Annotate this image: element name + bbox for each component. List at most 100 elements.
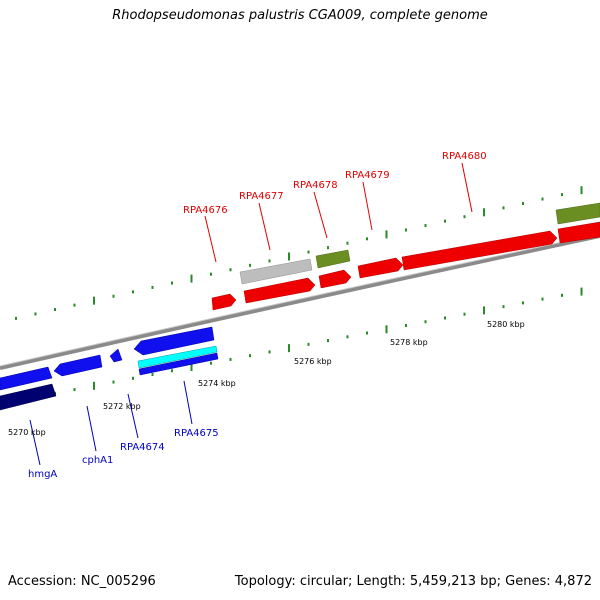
tick-mark xyxy=(15,316,17,320)
scale-label: 5274 kbp xyxy=(198,379,236,388)
scale-label: 5278 kbp xyxy=(390,338,428,347)
genome-backbone xyxy=(0,234,600,370)
tick-mark xyxy=(463,312,466,316)
tick-mark xyxy=(502,206,505,210)
gene-arrow-next[interactable] xyxy=(557,221,600,244)
tick-mark xyxy=(229,268,232,272)
gene-arrow-next-upper[interactable] xyxy=(555,202,600,225)
tick-marks xyxy=(15,186,583,403)
tick-mark xyxy=(249,263,251,267)
tick-mark xyxy=(483,208,485,217)
gene-arrow-RPA4678-upper[interactable] xyxy=(315,249,351,269)
tick-mark xyxy=(210,272,212,276)
leader-line-RPA4679 xyxy=(362,181,373,231)
gene-arrow-hmgA[interactable] xyxy=(0,366,53,391)
tick-mark xyxy=(444,219,446,223)
tick-mark xyxy=(502,305,505,309)
tick-mark xyxy=(307,342,310,346)
tick-mark xyxy=(561,293,563,297)
gene-label-RPA4680[interactable]: RPA4680 xyxy=(442,151,487,162)
gene-arrow-RPA4676[interactable] xyxy=(211,293,237,311)
gene-label-RPA4674[interactable]: RPA4674 xyxy=(120,442,165,453)
gene-label-cphA1[interactable]: cphA1 xyxy=(82,455,113,466)
scale-label: 5270 kbp xyxy=(8,428,46,437)
tick-mark xyxy=(171,281,173,285)
leader-lines xyxy=(29,162,473,466)
tick-mark xyxy=(132,376,134,380)
leader-line-RPA4675 xyxy=(183,380,193,425)
gene-label-hmgA[interactable]: hmgA xyxy=(28,469,57,480)
tick-mark xyxy=(444,316,446,320)
tick-mark xyxy=(463,215,466,219)
tick-mark xyxy=(385,325,388,334)
tick-mark xyxy=(268,350,271,354)
scale-labels: 5270 kbp 5272 kbp 5274 kbp 5276 kbp 5278 kbp… xyxy=(8,320,525,437)
genome-backbone-highlight xyxy=(0,233,600,367)
tick-mark xyxy=(346,241,349,245)
gene-label-RPA4679[interactable]: RPA4679 xyxy=(345,170,390,181)
tick-mark xyxy=(561,193,563,197)
gene-arrow-RPA4674[interactable] xyxy=(109,348,123,363)
tick-mark xyxy=(522,201,524,205)
scale-label: 5272 kbp xyxy=(103,402,141,411)
leader-line-RPA4680 xyxy=(461,162,473,213)
leader-line-RPA4678 xyxy=(313,191,328,239)
tick-mark xyxy=(190,274,193,283)
gene-arrow-RPA4679[interactable] xyxy=(357,257,404,279)
gene-arrow-RPA4675[interactable] xyxy=(133,326,215,356)
gene-label-RPA4678[interactable]: RPA4678 xyxy=(293,180,338,191)
gene-arrow-cphA1[interactable] xyxy=(53,354,103,377)
scale-label: 5276 kbp xyxy=(294,357,332,366)
tick-mark xyxy=(190,362,193,371)
gene-arrow-RPA4678[interactable] xyxy=(318,269,352,289)
tick-mark xyxy=(366,331,368,335)
tick-mark xyxy=(385,230,388,239)
tick-mark xyxy=(54,308,56,312)
gene-arrow-RPA4677[interactable] xyxy=(243,277,316,304)
tick-mark xyxy=(366,237,368,241)
tick-mark xyxy=(522,301,524,305)
gene-label-RPA4675[interactable]: RPA4675 xyxy=(174,428,219,439)
tick-mark xyxy=(346,335,349,339)
tick-mark xyxy=(73,303,76,307)
tick-mark xyxy=(307,250,310,254)
tick-mark xyxy=(112,380,115,384)
tick-mark xyxy=(112,294,115,298)
gene-arrow-RPA4675-lower[interactable] xyxy=(138,352,219,376)
tick-mark xyxy=(268,259,271,263)
tick-mark xyxy=(405,228,407,232)
tick-mark xyxy=(580,287,583,296)
leader-line-cphA1 xyxy=(86,405,97,452)
tick-mark xyxy=(229,357,232,361)
tick-mark xyxy=(151,285,154,289)
tick-mark xyxy=(541,197,544,201)
map-title: Rhodopseudomonas palustris CGA009, compl… xyxy=(112,8,488,23)
tick-mark xyxy=(171,369,173,373)
tick-mark xyxy=(34,312,37,316)
genome-summary-text: Topology: circular; Length: 5,459,213 bp… xyxy=(234,574,592,589)
tick-mark xyxy=(249,354,251,358)
tick-mark xyxy=(424,224,427,228)
tick-mark xyxy=(210,361,212,365)
tick-mark xyxy=(93,381,95,390)
tick-mark xyxy=(151,373,154,377)
tick-mark xyxy=(580,186,583,195)
gene-arrow-RPA4677-upper[interactable] xyxy=(239,258,313,285)
gene-arrow-RPA4680[interactable] xyxy=(401,230,558,271)
tick-mark xyxy=(483,306,485,315)
gene-arrow-hmgA-lower[interactable] xyxy=(0,383,57,411)
gene-arrow-RPA4675-cyan[interactable] xyxy=(137,345,218,369)
tick-mark xyxy=(132,290,134,294)
accession-text: Accession: NC_005296 xyxy=(8,574,156,589)
scale-label: 5280 kbp xyxy=(487,320,525,329)
leader-line-RPA4674 xyxy=(127,393,139,439)
gene-labels: RPA4676 RPA4677 RPA4678 RPA4679 RPA4680 hmgA c… xyxy=(28,151,487,480)
tick-mark xyxy=(288,344,290,353)
tick-mark xyxy=(73,388,76,392)
gene-label-RPA4676[interactable]: RPA4676 xyxy=(183,205,228,216)
leader-line-RPA4677 xyxy=(258,202,271,251)
tick-mark xyxy=(288,252,290,261)
gene-label-RPA4677[interactable]: RPA4677 xyxy=(239,191,284,202)
